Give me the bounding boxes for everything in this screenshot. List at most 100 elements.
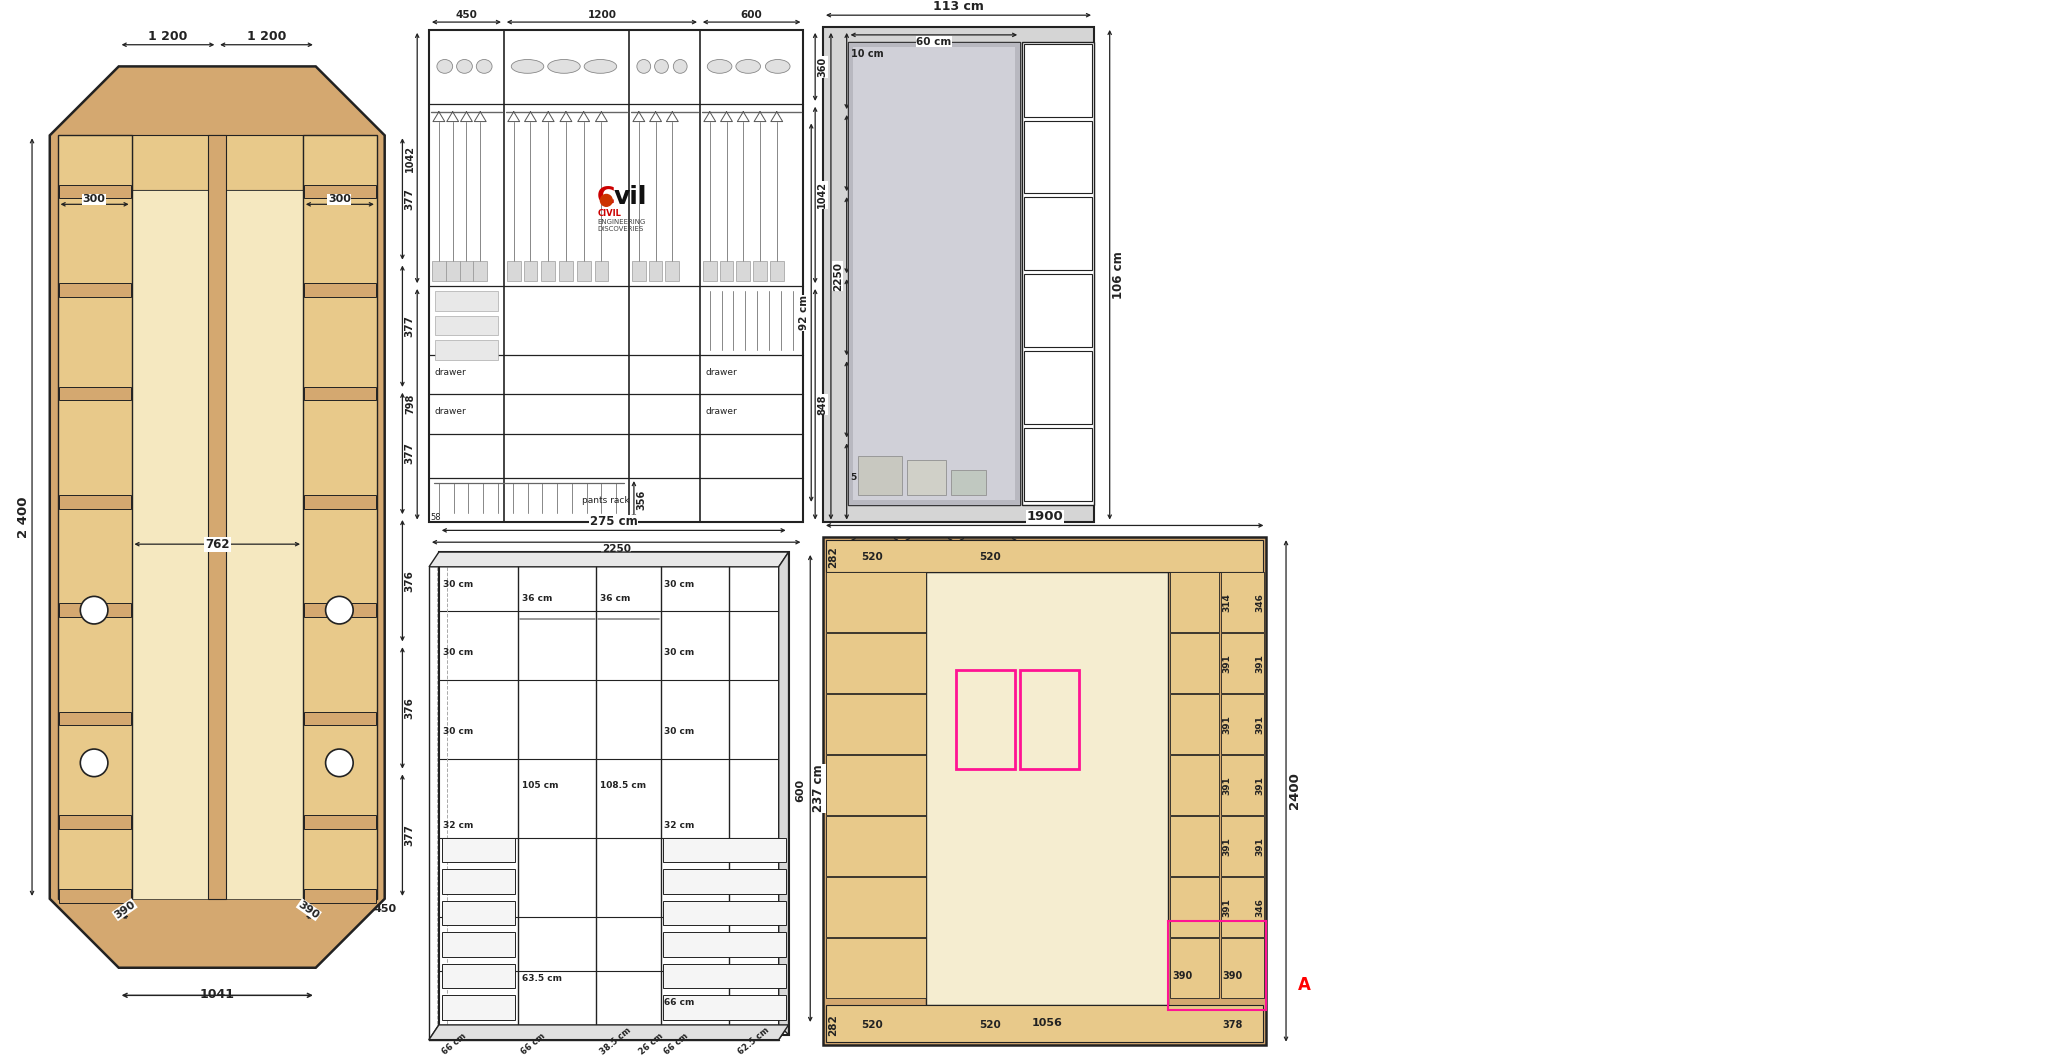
Polygon shape	[59, 495, 131, 509]
Text: 391: 391	[1223, 715, 1231, 734]
Bar	[578, 262, 590, 281]
Text: 66 cm: 66 cm	[664, 998, 694, 1007]
Text: 2250: 2250	[602, 544, 631, 554]
Polygon shape	[59, 283, 131, 297]
Text: 36 cm: 36 cm	[522, 595, 553, 603]
Bar	[1221, 694, 1264, 754]
Circle shape	[80, 597, 109, 624]
Ellipse shape	[547, 59, 580, 73]
Text: 1041: 1041	[201, 988, 236, 1001]
Text: 52 cm: 52 cm	[850, 473, 881, 483]
Text: 377: 377	[848, 61, 858, 80]
Text: 30 cm: 30 cm	[664, 728, 694, 736]
Bar	[1024, 428, 1092, 501]
Text: 66 cm: 66 cm	[440, 1032, 469, 1056]
Text: 30 cm: 30 cm	[858, 542, 891, 552]
Text: 600: 600	[795, 779, 805, 802]
Text: 848: 848	[817, 394, 827, 415]
Bar	[432, 262, 446, 281]
Polygon shape	[59, 815, 131, 829]
Bar	[442, 869, 514, 893]
Bar	[950, 470, 985, 495]
Polygon shape	[57, 135, 131, 899]
Text: 391: 391	[1255, 837, 1264, 856]
Text: 30 cm: 30 cm	[442, 728, 473, 736]
Text: 30 cm: 30 cm	[664, 648, 694, 658]
Bar	[1024, 43, 1092, 116]
Text: 377: 377	[403, 824, 414, 846]
Text: 376: 376	[403, 697, 414, 719]
Text: 237 cm: 237 cm	[813, 765, 825, 812]
Bar	[1024, 120, 1092, 193]
Text: 36 cm: 36 cm	[600, 595, 631, 603]
Text: 60 cm: 60 cm	[915, 37, 952, 46]
Text: 282: 282	[827, 546, 838, 568]
Circle shape	[600, 194, 612, 206]
Text: 51.5 cm: 51.5 cm	[967, 542, 1010, 552]
Text: 105 cm: 105 cm	[522, 781, 559, 791]
Text: 275 cm: 275 cm	[590, 515, 637, 528]
Circle shape	[80, 749, 109, 776]
Bar	[825, 816, 926, 876]
Text: 520: 520	[979, 1020, 1001, 1030]
Bar	[825, 755, 926, 815]
Bar	[825, 878, 926, 938]
Text: 520: 520	[862, 1020, 883, 1030]
Text: 356: 356	[635, 490, 645, 510]
Text: 391: 391	[1255, 776, 1264, 795]
Bar	[442, 996, 514, 1020]
Bar	[434, 316, 498, 336]
Bar	[428, 30, 803, 523]
Bar	[664, 901, 786, 925]
Bar	[825, 633, 926, 693]
Bar	[1022, 42, 1094, 505]
Bar	[858, 455, 901, 495]
Text: 30 cm: 30 cm	[913, 542, 946, 552]
Text: 2 400: 2 400	[16, 496, 31, 538]
Bar	[633, 262, 645, 281]
Text: drawer: drawer	[707, 367, 737, 377]
Bar	[473, 262, 487, 281]
Text: 450: 450	[373, 904, 395, 913]
Bar	[664, 837, 786, 863]
Text: 391: 391	[1223, 899, 1231, 917]
Ellipse shape	[735, 59, 760, 73]
Bar	[664, 964, 786, 988]
Text: ENGINEERING: ENGINEERING	[598, 219, 645, 225]
Polygon shape	[225, 189, 303, 899]
Bar	[825, 938, 926, 998]
Polygon shape	[131, 135, 303, 189]
Polygon shape	[428, 1025, 788, 1040]
Text: 1042: 1042	[406, 145, 416, 171]
Bar	[1169, 755, 1219, 815]
Text: 346: 346	[1255, 592, 1264, 611]
Polygon shape	[303, 889, 377, 903]
Bar	[664, 869, 786, 893]
Text: 391: 391	[1255, 715, 1264, 734]
Polygon shape	[778, 552, 788, 1035]
Text: 106 cm: 106 cm	[1112, 251, 1124, 299]
Bar	[1169, 938, 1219, 998]
Bar	[825, 1005, 1264, 1041]
Text: 377: 377	[403, 188, 414, 210]
Ellipse shape	[655, 59, 668, 73]
Bar	[442, 837, 514, 863]
Polygon shape	[303, 712, 377, 725]
Bar	[848, 42, 1020, 505]
Text: 376: 376	[848, 390, 858, 409]
Bar	[442, 901, 514, 925]
Polygon shape	[303, 185, 377, 199]
Text: 58: 58	[430, 512, 440, 522]
Bar	[664, 996, 786, 1020]
Bar	[1024, 197, 1092, 270]
Text: 30 cm: 30 cm	[442, 648, 473, 658]
Polygon shape	[131, 189, 209, 899]
Bar	[926, 571, 1167, 1005]
Polygon shape	[303, 495, 377, 509]
Text: DISCOVERIES: DISCOVERIES	[598, 226, 643, 232]
Bar	[1221, 938, 1264, 998]
Text: 66 cm: 66 cm	[662, 1032, 690, 1056]
Bar	[1167, 922, 1266, 1011]
Text: 377: 377	[403, 442, 414, 465]
Bar	[594, 262, 608, 281]
